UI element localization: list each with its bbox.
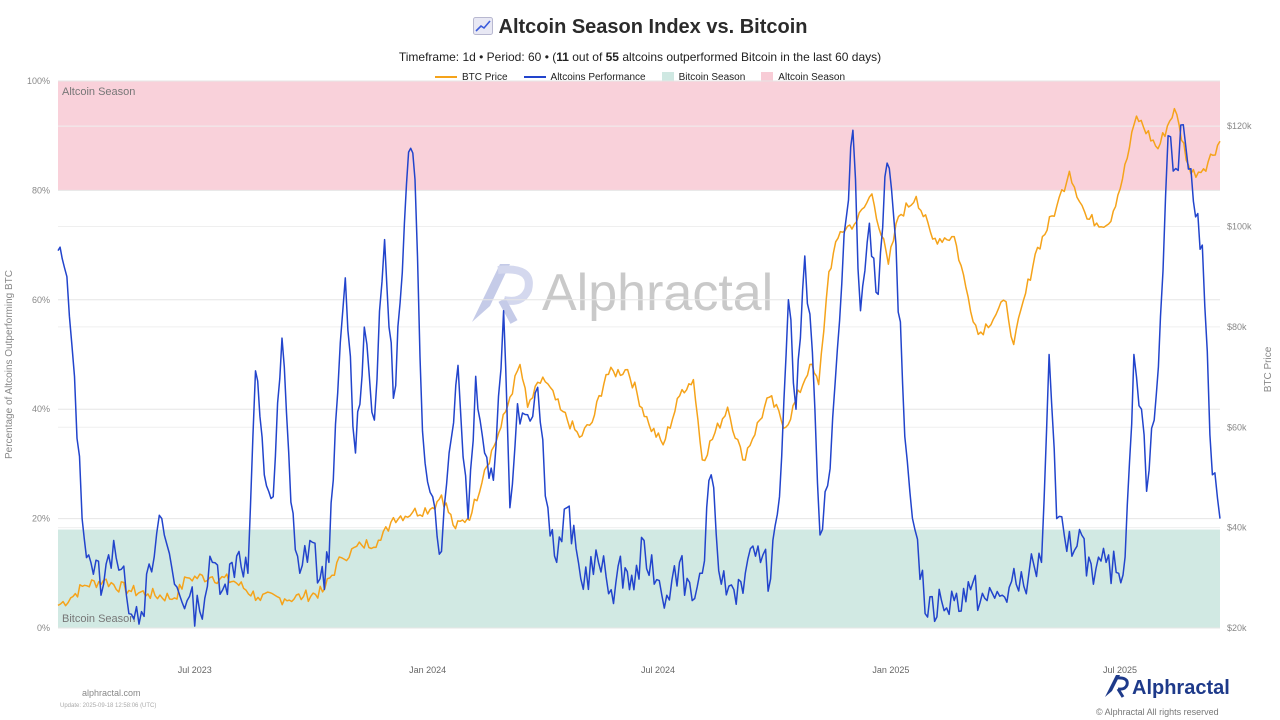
x-tick: Jul 2024 [641,665,675,675]
altcoin-season-label: Altcoin Season [62,86,135,98]
y-left-tick: 20% [32,514,50,524]
legend-swatch [661,72,674,83]
y-right-tick: $60k [1227,422,1247,432]
update-timestamp: Update: 2025-09-18 12:58:06 (UTC) [60,703,157,709]
legend-label: Altcoin Season [778,72,846,83]
subtitle-post: altcoins outperformed Bitcoin in the las… [618,50,882,64]
x-tick: Jul 2023 [178,665,212,675]
chart-title: Altcoin Season Index vs. Bitcoin [0,16,1280,39]
total-count: 55 [605,50,619,64]
series-line-altcoins-performance [57,124,1221,627]
alphractal-logo-icon [472,264,533,324]
x-tick: Jan 2024 [409,665,446,675]
y-left-tick: 40% [32,404,50,414]
brand-logo: Alphractal [1104,674,1230,700]
y-left-tick: 60% [32,295,50,305]
legend-item-0[interactable]: BTC Price [434,72,508,83]
legend-swatch [434,76,457,79]
y-right-tick: $40k [1227,523,1247,533]
legend-swatch [761,72,774,83]
chart-emoji-icon [472,17,493,35]
legend-label: Bitcoin Season [678,72,746,83]
watermark: Alphractal [468,260,773,324]
chart-subtitle: Timeframe: 1d • Period: 60 • (11 out of … [0,50,1280,64]
y-left-tick: 100% [27,76,50,86]
series-line-btc-price [57,107,1221,607]
y-right-axis-label: BTC Price [1263,346,1274,392]
y-left-tick: 80% [32,185,50,195]
legend-label: Altcoins Performance [550,72,646,83]
y-right-tick: $80k [1227,322,1247,332]
y-right-tick: $100k [1227,222,1252,232]
y-right-tick: $120k [1227,121,1252,131]
legend-label: BTC Price [461,72,508,83]
outperformed-count: 11 [556,50,569,64]
x-tick: Jan 2025 [872,665,909,675]
altcoin-season-zone [58,81,1220,191]
subtitle-mid: out of [568,50,606,64]
x-tick: Jul 2025 [1103,665,1137,675]
subtitle-pre: Timeframe: 1d • Period: 60 • ( [398,50,557,64]
legend-item-3[interactable]: Altcoin Season [761,72,845,83]
legend-item-1[interactable]: Altcoins Performance [523,72,646,83]
legend: BTC Price Altcoins Performance Bitcoin Sea… [0,72,1280,83]
bitcoin-season-label: Bitcoin Season [62,613,135,625]
legend-swatch [523,76,546,79]
brand-text: Alphractal [1132,677,1230,699]
site-link[interactable]: alphractal.com [82,688,141,698]
y-left-axis-label: Percentage of Altcoins Outperforming BTC [4,270,15,459]
chart-title-text: Altcoin Season Index vs. Bitcoin [498,16,808,38]
copyright: © Alphractal All rights reserved [1096,707,1219,717]
watermark-text: Alphractal [542,264,774,322]
y-left-tick: 0% [37,623,50,633]
y-right-tick: $20k [1227,623,1247,633]
alphractal-brand-icon [1105,675,1129,698]
legend-item-2[interactable]: Bitcoin Season [661,72,746,83]
